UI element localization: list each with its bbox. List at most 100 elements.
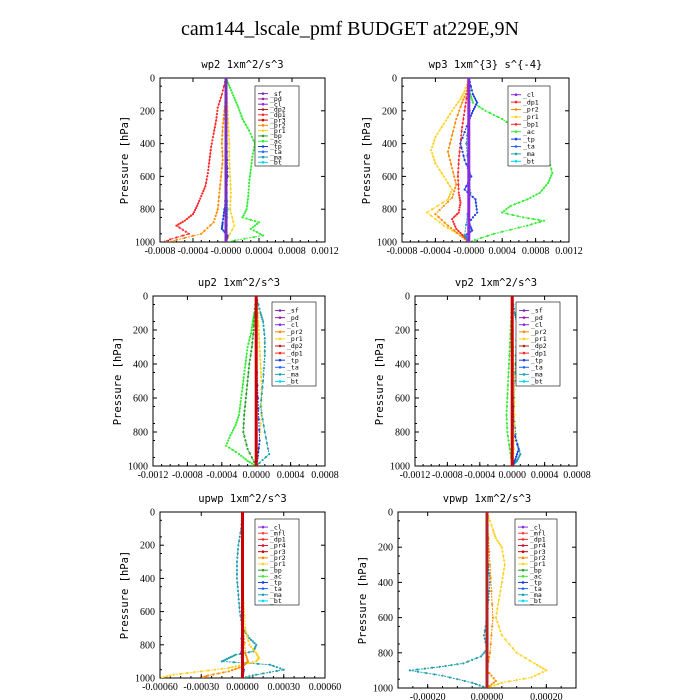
legend-label: _ta: [531, 363, 543, 371]
series-point: [507, 371, 510, 374]
series-point: [224, 101, 228, 104]
series-point: [239, 112, 242, 115]
series-point: [457, 171, 460, 174]
series-point: [425, 671, 428, 675]
series-point: [255, 303, 258, 306]
series-point: [229, 204, 232, 207]
legend-marker: [261, 161, 265, 164]
series-point: [243, 366, 247, 369]
series-point: [213, 126, 216, 129]
y-axis-label: Pressure [hPa]: [361, 116, 373, 205]
series-point: [259, 367, 262, 370]
series-point: [457, 211, 460, 214]
series-point: [472, 95, 476, 98]
series-point: [471, 681, 474, 684]
legend-marker: [278, 316, 282, 319]
series-point: [260, 316, 263, 319]
series-point: [511, 430, 514, 434]
series-point: [462, 154, 465, 157]
series-point: [275, 666, 278, 669]
series-point: [255, 328, 258, 332]
series-point: [255, 388, 258, 391]
series-point: [456, 113, 459, 116]
series-point: [241, 627, 244, 630]
legend-label: _cl: [530, 523, 542, 531]
legend-marker: [261, 118, 265, 122]
series-point: [255, 337, 258, 340]
series-point: [506, 388, 509, 391]
series-point: [235, 577, 239, 580]
series-point: [244, 627, 247, 630]
panel-title: wp2 1xm^2/s^3: [201, 59, 283, 71]
y-tick-label: 400: [378, 578, 393, 589]
series-point: [229, 191, 233, 194]
series-point: [452, 216, 455, 219]
series-point: [238, 535, 241, 539]
legend-marker: [261, 562, 265, 566]
legend-marker: [261, 129, 265, 132]
series-point: [502, 554, 505, 558]
legend-marker: [261, 568, 265, 572]
legend-label: _cl: [287, 321, 299, 329]
series-point: [237, 413, 241, 417]
series-point: [252, 324, 255, 327]
series-point: [488, 590, 491, 593]
series-point: [186, 671, 189, 675]
series-point: [442, 224, 445, 227]
y-tick-label: 400: [133, 360, 148, 371]
legend-label: _pr2: [270, 122, 286, 130]
series-point: [222, 85, 226, 88]
series-point: [515, 439, 518, 442]
series-point: [228, 436, 231, 440]
series-point: [250, 462, 253, 465]
y-axis-label: Pressure [hPa]: [357, 556, 369, 645]
series-point: [183, 219, 186, 222]
series-point: [246, 126, 249, 129]
series-point: [241, 635, 244, 638]
series-point: [258, 337, 261, 340]
legend-marker: [278, 323, 282, 327]
series-point: [438, 208, 441, 212]
series-point: [513, 311, 516, 315]
series-point: [442, 122, 445, 126]
series-point: [247, 191, 250, 194]
x-tick-label: -0.0004: [464, 470, 495, 481]
x-tick-label: -0.0008: [432, 470, 463, 481]
series-point: [533, 662, 536, 665]
series-point: [263, 341, 266, 344]
series-point: [502, 568, 506, 571]
series-point: [448, 112, 452, 116]
series-point: [503, 209, 506, 212]
series-point: [457, 167, 460, 170]
series-point: [250, 329, 253, 332]
series-point: [240, 393, 243, 396]
series-point: [446, 224, 450, 227]
series-point: [469, 95, 473, 98]
series-point: [416, 670, 420, 673]
series-point: [507, 379, 510, 383]
panel-title: upwp 1xm^2/s^3: [198, 493, 287, 505]
series-point: [441, 201, 444, 204]
series-point: [221, 130, 224, 133]
legend-label: _dp2: [531, 342, 547, 350]
series-point: [227, 134, 230, 137]
series-point: [235, 573, 239, 576]
series-point: [229, 434, 232, 437]
series-point: [234, 653, 237, 656]
series-point: [490, 634, 493, 637]
legend-label: _pr4: [530, 542, 546, 550]
series-point: [243, 413, 246, 417]
series-point: [511, 303, 514, 306]
series-point: [460, 146, 463, 149]
legend-label: _bt: [270, 159, 282, 167]
series-point: [485, 651, 489, 654]
series-point: [241, 602, 244, 605]
series-point: [244, 652, 247, 655]
series-point: [253, 649, 256, 653]
series-point: [236, 556, 239, 559]
series-point: [231, 228, 234, 231]
series-point: [219, 179, 222, 182]
series-point: [235, 569, 239, 572]
series-point: [203, 675, 206, 678]
x-tick-label: 0.00060: [309, 682, 342, 693]
